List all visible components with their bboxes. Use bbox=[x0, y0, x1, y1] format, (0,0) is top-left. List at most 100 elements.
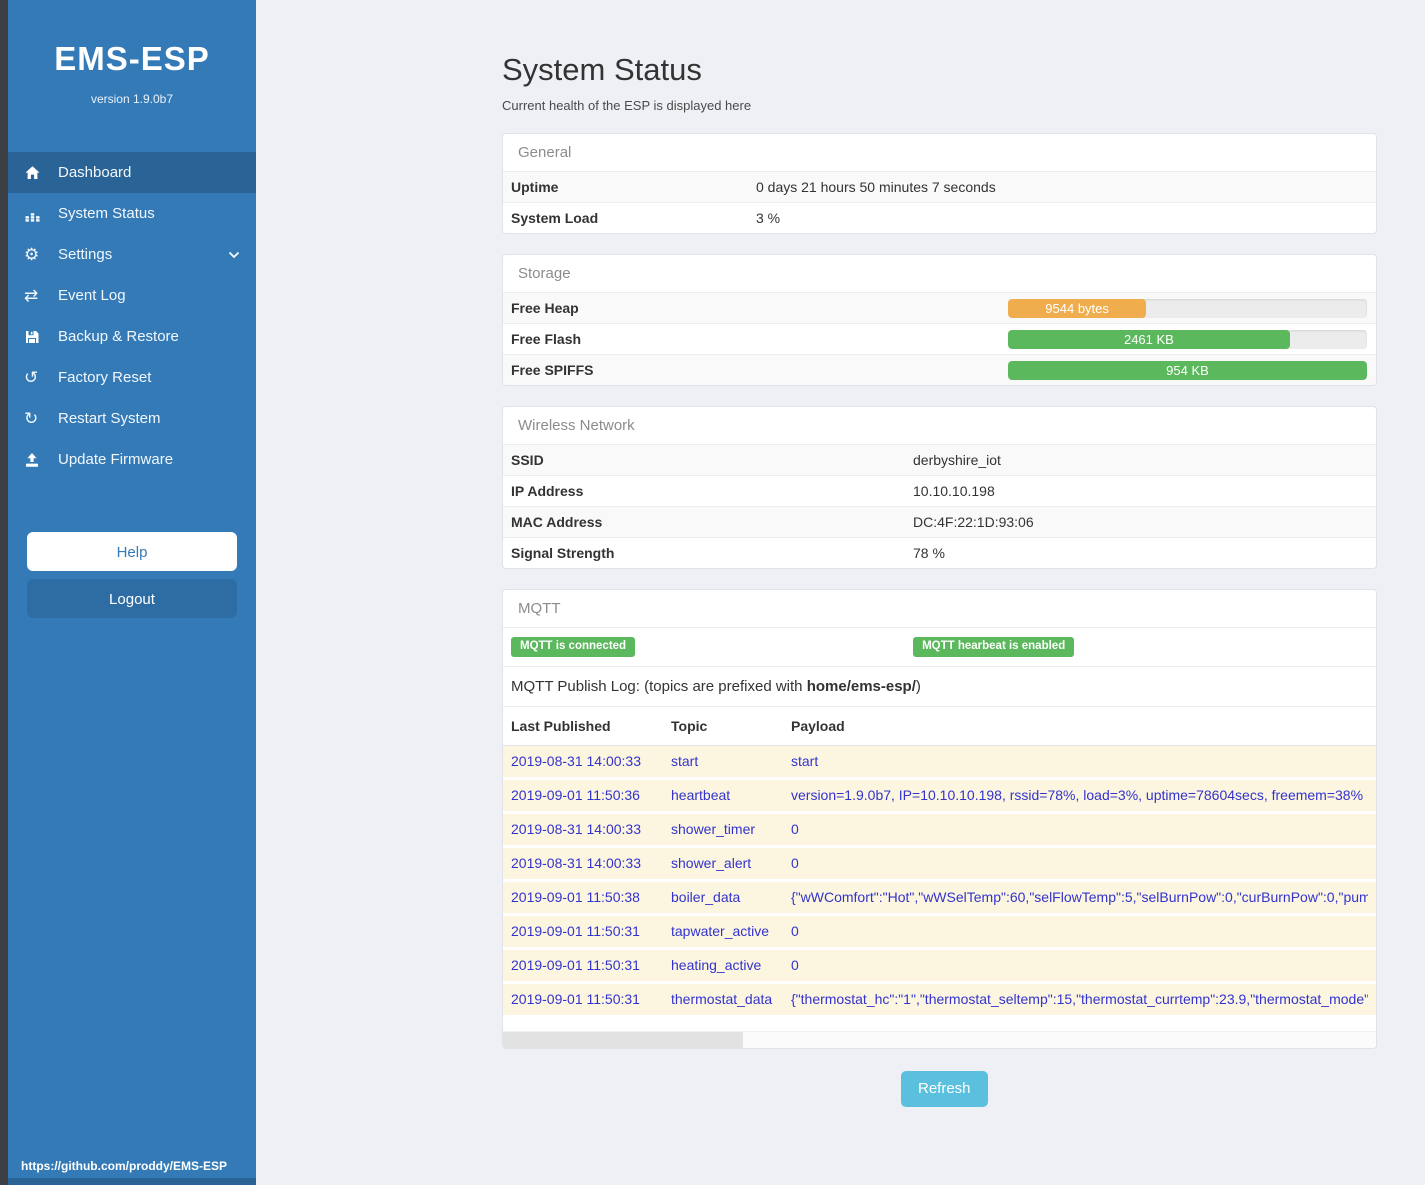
refresh-button[interactable]: Refresh bbox=[901, 1070, 988, 1107]
row-value: 78 % bbox=[913, 545, 945, 561]
table-row: System Load 3 % bbox=[503, 202, 1376, 233]
log-topic: heating_active bbox=[671, 957, 762, 973]
window-edge-strip bbox=[0, 0, 8, 1185]
log-timestamp: 2019-09-01 11:50:36 bbox=[511, 787, 640, 803]
app-title: EMS-ESP bbox=[54, 40, 210, 77]
mqtt-publish-log-caption: MQTT Publish Log: (topics are prefixed w… bbox=[503, 665, 1376, 706]
free-flash-progressbar: 2461 KB bbox=[1008, 329, 1367, 349]
row-value: 0 days 21 hours 50 minutes 7 seconds bbox=[756, 179, 996, 195]
content-column: System Status Current health of the ESP … bbox=[502, 0, 1377, 1107]
free-heap-progressbar: 9544 bytes bbox=[1008, 298, 1367, 318]
row-value: derbyshire_iot bbox=[913, 452, 1001, 468]
page-title: System Status bbox=[502, 52, 702, 87]
home-icon bbox=[24, 165, 48, 181]
row-label: SSID bbox=[511, 452, 544, 468]
horizontal-scrollbar[interactable] bbox=[503, 1030, 1376, 1048]
column-header-topic: Topic bbox=[671, 717, 708, 734]
log-topic: tapwater_active bbox=[671, 923, 770, 939]
sidebar-item-backup-restore[interactable]: Backup & Restore bbox=[8, 316, 256, 357]
row-label: Free SPIFFS bbox=[511, 362, 594, 378]
log-payload: version=1.9.0b7, IP=10.10.10.198, rssid=… bbox=[791, 787, 1364, 803]
sidebar-item-label: Restart System bbox=[58, 410, 161, 427]
sidebar-item-label: Event Log bbox=[58, 287, 126, 304]
log-payload: {"wWComfort":"Hot","wWSelTemp":60,"selFl… bbox=[791, 889, 1368, 905]
log-timestamp: 2019-08-31 14:00:33 bbox=[511, 821, 641, 837]
scrollbar-thumb[interactable] bbox=[503, 1031, 743, 1048]
sidebar-item-update-firmware[interactable]: Update Firmware bbox=[8, 439, 256, 480]
sidebar-item-settings[interactable]: ⚙ Settings bbox=[8, 234, 256, 275]
log-timestamp: 2019-09-01 11:50:38 bbox=[511, 889, 640, 905]
refresh-icon: ↻ bbox=[24, 409, 39, 428]
mqtt-log-table-header: Last Published Topic Payload bbox=[503, 705, 1376, 746]
general-panel: General Uptime 0 days 21 hours 50 minute… bbox=[502, 133, 1377, 234]
mqtt-connected-badge: MQTT is connected bbox=[511, 637, 636, 657]
table-row: 2019-08-31 14:00:33 shower_timer 0 bbox=[503, 813, 1376, 848]
row-value: 3 % bbox=[756, 210, 781, 226]
sidebar-item-factory-reset[interactable]: ↺ Factory Reset bbox=[8, 357, 256, 398]
log-topic: start bbox=[671, 753, 699, 769]
rotate-left-icon: ↺ bbox=[24, 368, 39, 387]
log-table-spacer bbox=[503, 1017, 1376, 1031]
log-payload: start bbox=[791, 753, 819, 769]
log-topic: thermostat_data bbox=[671, 991, 773, 1007]
table-row: Free SPIFFS 954 KB bbox=[503, 354, 1376, 385]
free-spiffs-progressbar: 954 KB bbox=[1008, 360, 1367, 380]
help-button[interactable]: Help bbox=[27, 532, 237, 571]
chevron-down-icon bbox=[228, 251, 240, 259]
wireless-panel: Wireless Network SSID derbyshire_iot IP … bbox=[502, 406, 1377, 569]
log-timestamp: 2019-08-31 14:00:33 bbox=[511, 855, 641, 871]
progress-fill: 2461 KB bbox=[1008, 329, 1290, 349]
upload-icon bbox=[24, 452, 48, 468]
table-row: 2019-09-01 11:50:31 heating_active 0 bbox=[503, 949, 1376, 984]
row-label: Free Heap bbox=[511, 300, 579, 316]
sidebar-item-label: Factory Reset bbox=[58, 369, 152, 386]
log-topic: heartbeat bbox=[671, 787, 731, 803]
sidebar-item-restart-system[interactable]: ↻ Restart System bbox=[8, 398, 256, 439]
table-row: 2019-09-01 11:50:31 thermostat_data {"th… bbox=[503, 983, 1376, 1018]
storage-panel: Storage Free Heap 9544 bytes Free Flash … bbox=[502, 254, 1377, 386]
table-row: 2019-08-31 14:00:33 start start bbox=[503, 745, 1376, 780]
log-payload: 0 bbox=[791, 821, 799, 837]
publish-log-suffix: ) bbox=[915, 677, 921, 695]
app-brand: EMS-ESP version 1.9.0b7 bbox=[8, 0, 256, 106]
publish-log-topic-prefix: home/ems-esp/ bbox=[806, 677, 916, 695]
logout-button[interactable]: Logout bbox=[27, 579, 237, 618]
table-row: 2019-09-01 11:50:36 heartbeat version=1.… bbox=[503, 779, 1376, 814]
sidebar-item-label: System Status bbox=[58, 205, 155, 222]
github-link[interactable]: https://github.com/proddy/EMS-ESP bbox=[21, 1159, 227, 1173]
row-label: System Load bbox=[511, 210, 599, 226]
table-row: SSID derbyshire_iot bbox=[503, 444, 1376, 475]
row-label: Uptime bbox=[511, 179, 559, 195]
publish-log-prefix: MQTT Publish Log: (topics are prefixed w… bbox=[511, 677, 807, 695]
log-timestamp: 2019-08-31 14:00:33 bbox=[511, 753, 641, 769]
sidebar-item-dashboard[interactable]: Dashboard bbox=[8, 152, 256, 193]
exchange-arrows-icon: ⇄ bbox=[24, 286, 39, 305]
log-timestamp: 2019-09-01 11:50:31 bbox=[511, 923, 640, 939]
column-header-payload: Payload bbox=[791, 717, 845, 734]
row-label: MAC Address bbox=[511, 514, 603, 530]
column-header-last-published: Last Published bbox=[511, 717, 611, 734]
log-payload: 0 bbox=[791, 923, 799, 939]
log-topic: shower_timer bbox=[671, 821, 756, 837]
table-row: Signal Strength 78 % bbox=[503, 537, 1376, 568]
sidebar-item-event-log[interactable]: ⇄ Event Log bbox=[8, 275, 256, 316]
gear-icon: ⚙ bbox=[24, 245, 40, 264]
row-value: 10.10.10.198 bbox=[913, 483, 995, 499]
main-area: System Status Current health of the ESP … bbox=[256, 0, 1425, 1185]
table-row: Free Heap 9544 bytes bbox=[503, 292, 1376, 323]
storage-panel-title: Storage bbox=[518, 265, 571, 282]
page-subtitle: Current health of the ESP is displayed h… bbox=[502, 98, 752, 113]
sidebar-item-label: Update Firmware bbox=[58, 451, 174, 468]
table-row: 2019-09-01 11:50:31 tapwater_active 0 bbox=[503, 915, 1376, 950]
sidebar-item-system-status[interactable]: System Status bbox=[8, 193, 256, 234]
row-label: Signal Strength bbox=[511, 545, 615, 561]
log-timestamp: 2019-09-01 11:50:31 bbox=[511, 991, 640, 1007]
table-row: Free Flash 2461 KB bbox=[503, 323, 1376, 354]
log-payload: 0 bbox=[791, 957, 799, 973]
table-row: 2019-08-31 14:00:33 shower_alert 0 bbox=[503, 847, 1376, 882]
log-topic: boiler_data bbox=[671, 889, 741, 905]
progress-fill: 9544 bytes bbox=[1008, 298, 1147, 318]
mqtt-heartbeat-badge: MQTT hearbeat is enabled bbox=[913, 637, 1075, 657]
sidebar-nav: Dashboard System Status ⚙ Settings ⇄ Eve… bbox=[8, 152, 256, 480]
log-timestamp: 2019-09-01 11:50:31 bbox=[511, 957, 640, 973]
